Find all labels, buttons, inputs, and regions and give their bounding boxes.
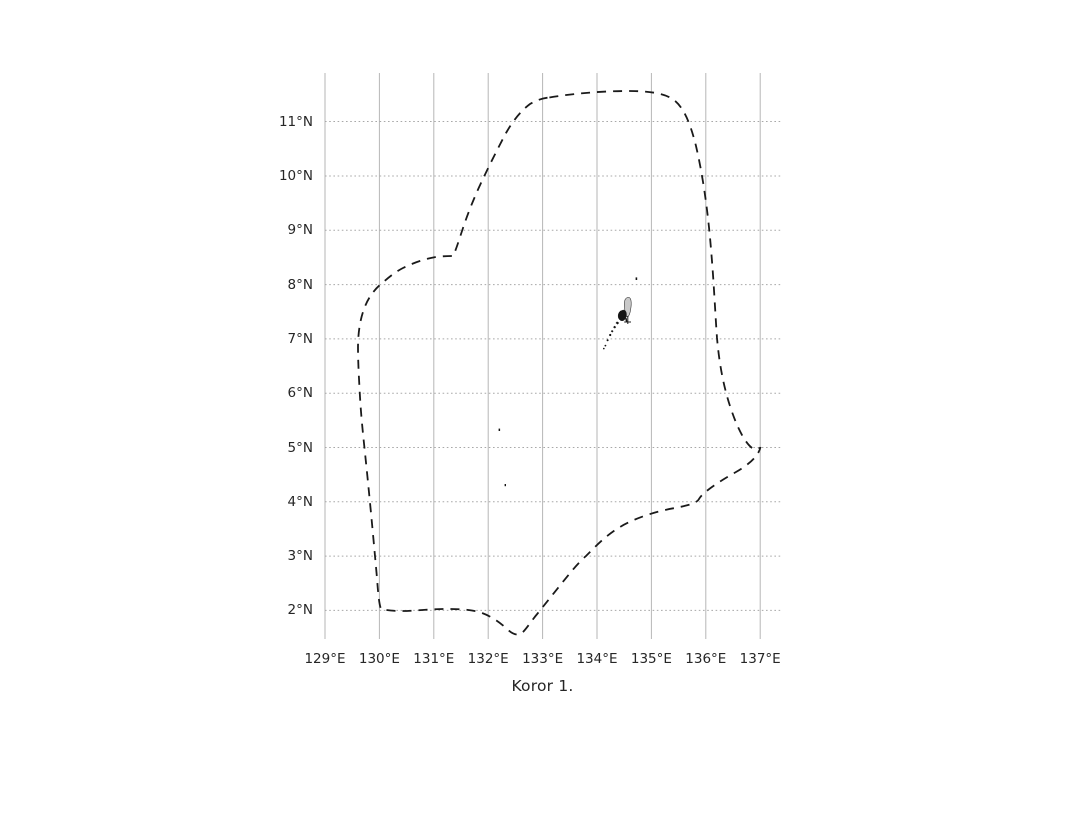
ytick-label-6n: 6°N [287,385,313,402]
outlying-islets [498,428,506,487]
outlying-islet-south-dot [504,484,506,487]
xtick-label-132e: 132°E [467,651,509,667]
vertical-gridlines [324,73,761,639]
palau-island-group [603,277,638,350]
peninsula-strokes [624,316,631,324]
map-title: Koror 1. [511,677,574,695]
ytick-label-2n: 2°N [287,602,313,619]
ytick-label-10n: 10°N [278,168,313,184]
xtick-label-129e: 129°E [304,651,346,667]
ytick-label-9n: 9°N [287,222,313,239]
ytick-label-4n: 4°N [287,493,313,510]
xtick-label-133e: 133°E [522,651,564,667]
kayangel-islet-dot [635,277,638,280]
koror-island-shape [617,309,627,322]
ytick-label-3n: 3°N [287,548,313,565]
xtick-label-137e: 137°E [739,651,781,667]
xtick-label-136e: 136°E [685,651,727,667]
xtick-label-130e: 130°E [358,651,400,667]
xtick-label-135e: 135°E [630,651,672,667]
horizontal-gridlines [325,121,781,611]
ytick-label-11n: 11°N [278,113,313,130]
xtick-label-134e: 134°E [576,651,618,667]
ytick-label-7n: 7°N [287,330,313,347]
eez-boundary-line [357,90,762,636]
ytick-label-5n: 5°N [287,439,313,456]
ytick-label-8n: 8°N [287,276,313,293]
outlying-islet-north-dot [498,428,501,431]
rock-islands-islets [603,318,628,350]
xtick-label-131e: 131°E [413,651,455,667]
